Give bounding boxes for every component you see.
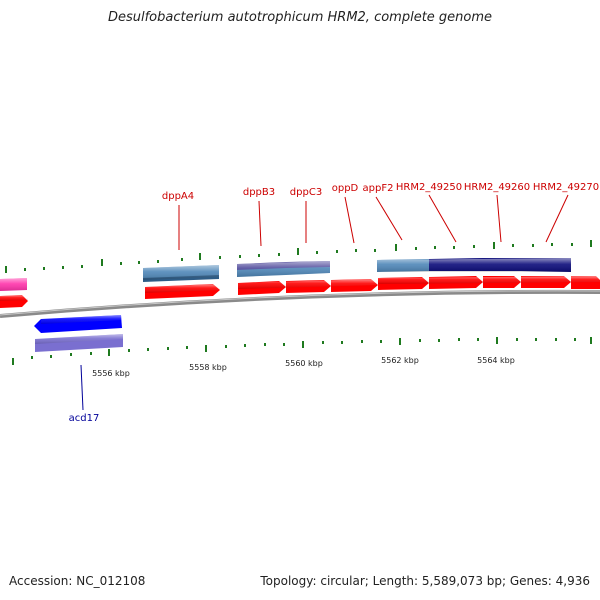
inner-tick-marks: [12, 337, 592, 365]
gene-label-oppD: oppD: [332, 183, 359, 194]
outer-ring-features: [0, 258, 571, 291]
gene-label-HRM2-49260: HRM2_49260: [464, 182, 530, 193]
genome-summary-text: Topology: circular; Length: 5,589,073 bp…: [260, 574, 590, 588]
gene-label-dppA4: dppA4: [162, 191, 194, 202]
scale-label-5560: 5560 kbp: [285, 359, 323, 368]
scale-label-5564: 5564 kbp: [477, 356, 515, 365]
scale-labels: 5556 kbp 5558 kbp 5560 kbp 5562 kbp 5564…: [92, 356, 515, 378]
scale-label-5558: 5558 kbp: [189, 363, 227, 372]
scale-label-5556: 5556 kbp: [92, 369, 130, 378]
reverse-gene-labels: acd17: [69, 413, 100, 424]
forward-gene-labels: dppA4 dppB3 dppC3 oppD appF2 HRM2_49250 …: [162, 182, 599, 202]
reverse-callout-lines: [80, 364, 84, 411]
gene-label-HRM2-49250: HRM2_49250: [396, 182, 462, 193]
gene-label-appF2: appF2: [363, 183, 394, 194]
reverse-cds-track: [34, 315, 123, 352]
outer-tick-marks: [5, 240, 592, 273]
gene-label-acd17: acd17: [69, 413, 100, 424]
gene-label-dppB3: dppB3: [243, 187, 275, 198]
gene-label-dppC3: dppC3: [290, 187, 322, 198]
forward-cds-track: [0, 276, 600, 308]
map-title: Desulfobacterium autotrophicum HRM2, com…: [107, 10, 493, 25]
accession-text: Accession: NC_012108: [9, 574, 146, 588]
gene-label-HRM2-49270: HRM2_49270: [533, 182, 599, 193]
forward-callout-lines: [178, 194, 569, 250]
scale-label-5562: 5562 kbp: [381, 356, 419, 365]
genome-backbone: [0, 289, 600, 318]
